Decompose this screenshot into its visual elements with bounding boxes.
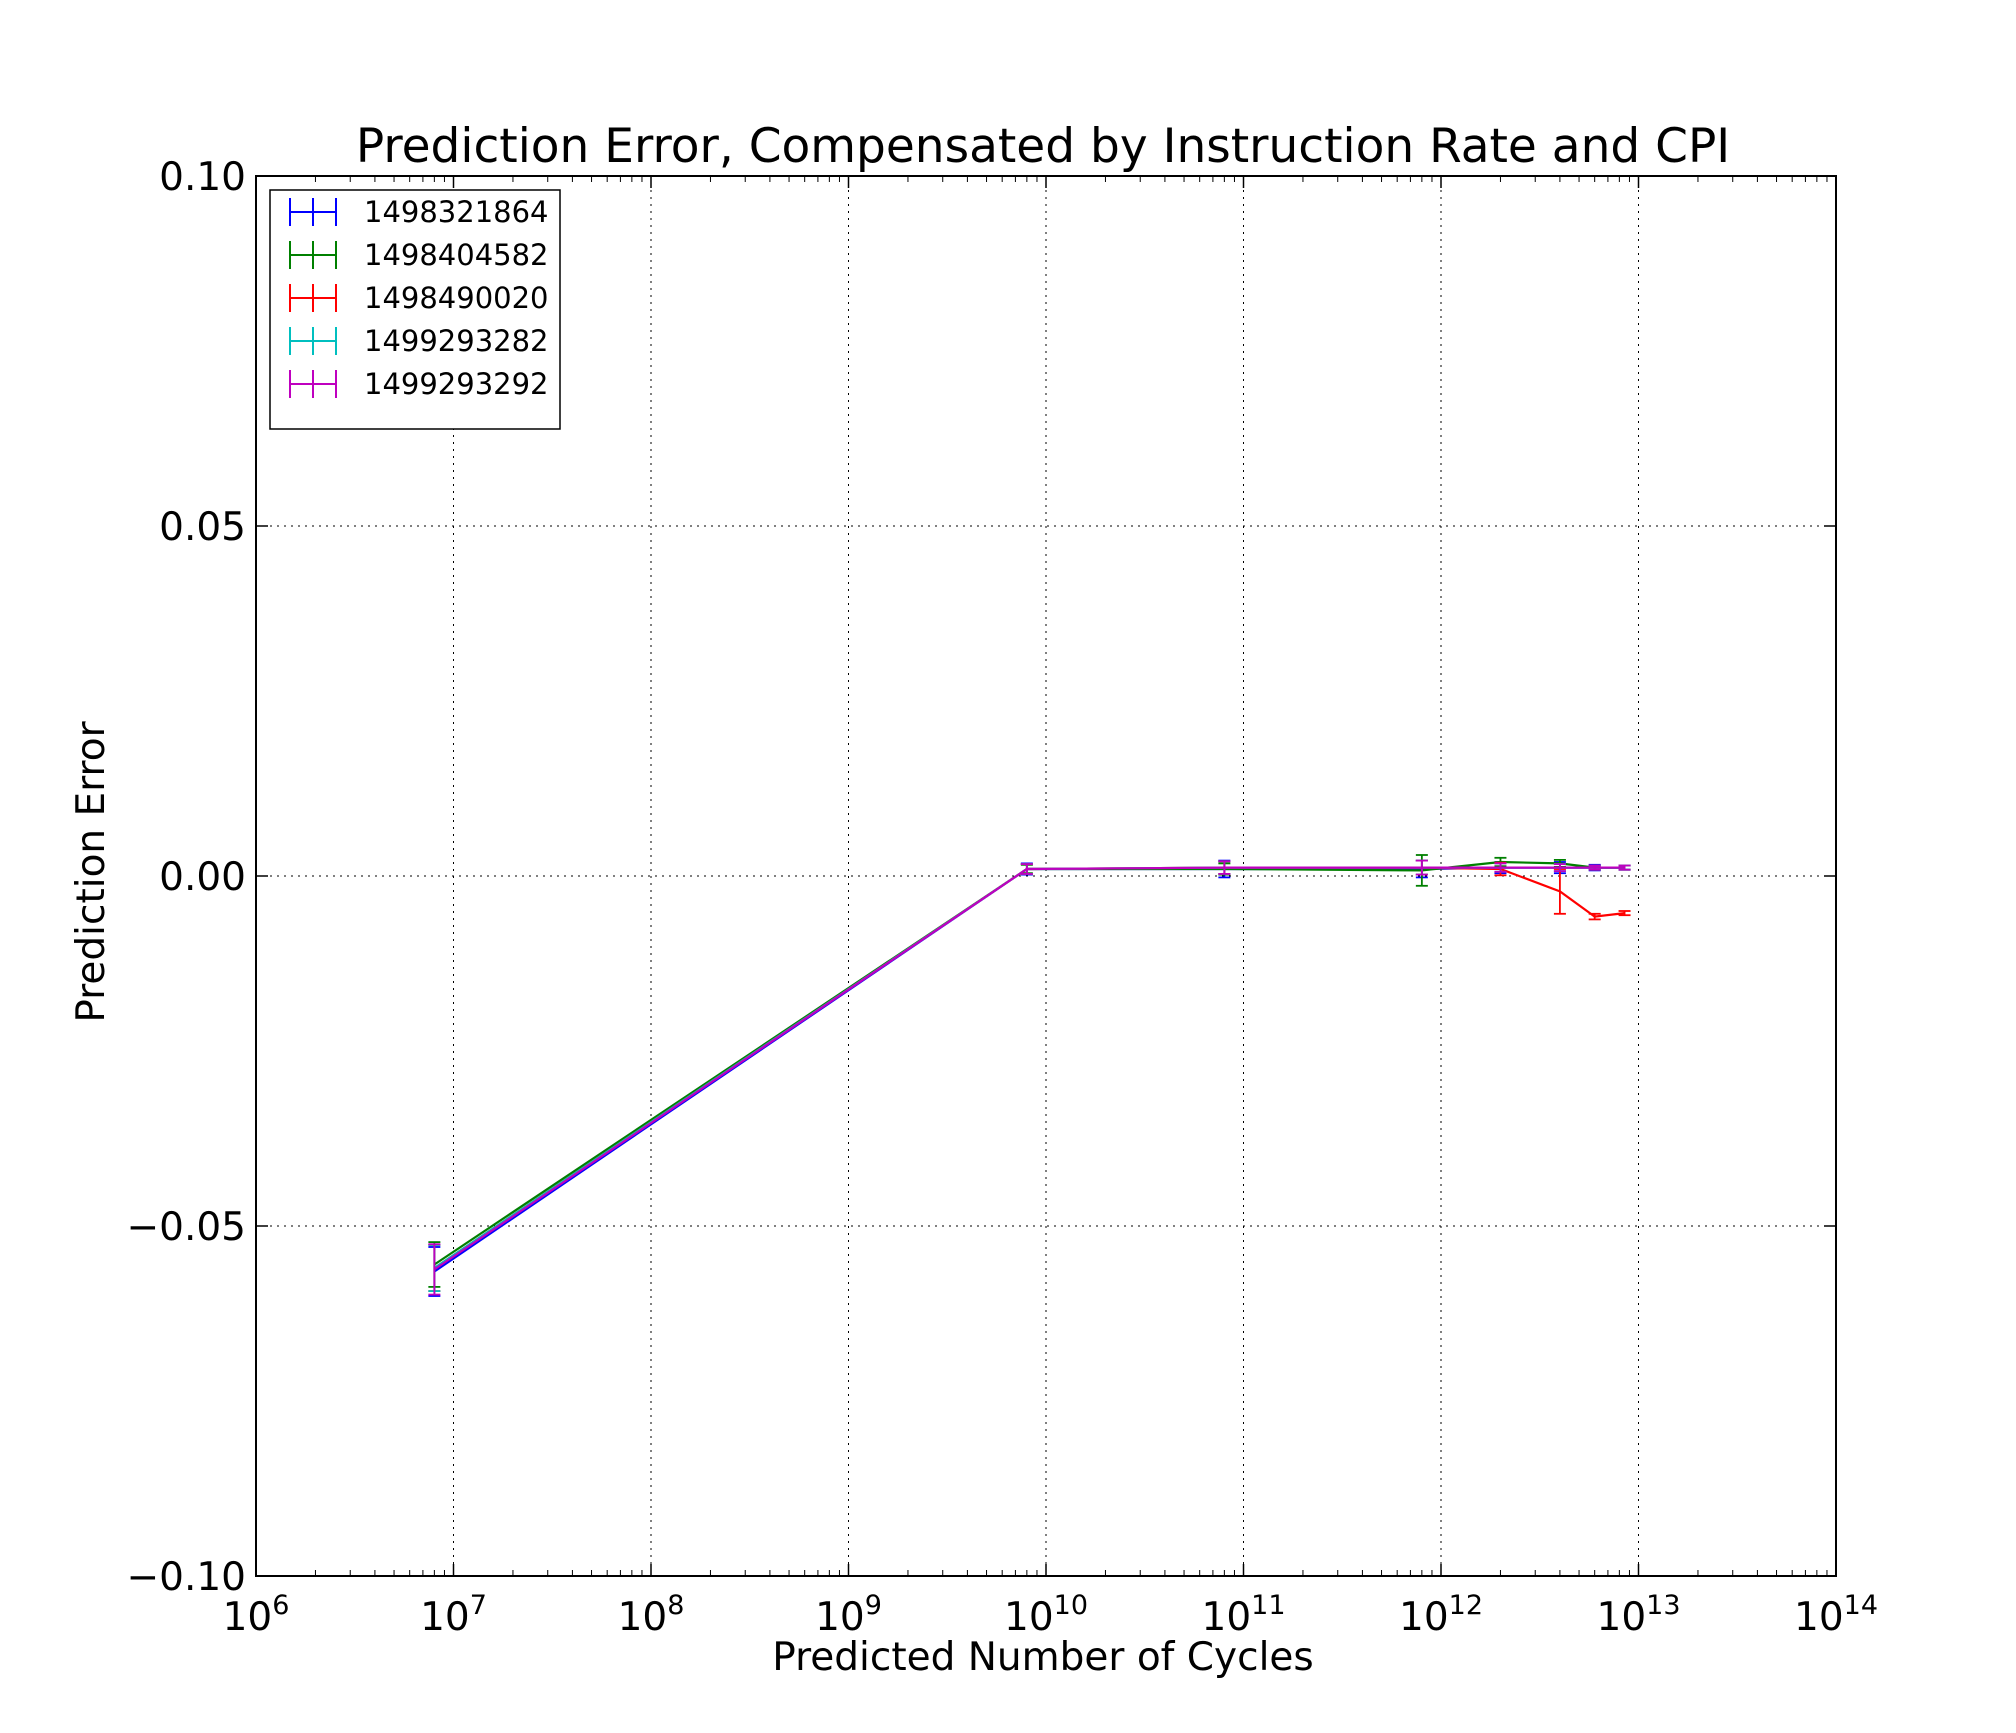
x-tick-label-exponent: 8 xyxy=(667,1590,684,1621)
legend-entry: 1499293292 xyxy=(289,367,549,401)
y-tick-label: −0.05 xyxy=(126,1205,246,1250)
legend-entry: 1498490020 xyxy=(289,281,549,315)
legend-entry: 1498404582 xyxy=(289,238,549,272)
series-line xyxy=(433,866,1625,1271)
legend-label: 1499293282 xyxy=(364,324,549,358)
x-axis-label: Predicted Number of Cycles xyxy=(772,1635,1313,1680)
legend-box xyxy=(269,189,561,430)
x-tick-label-base: 10 xyxy=(223,1595,273,1640)
y-tick-label: 0.00 xyxy=(159,855,246,900)
y-tick-label: 0.05 xyxy=(159,505,246,550)
x-tick-label: 107 xyxy=(420,1590,487,1640)
x-tick-label: 109 xyxy=(815,1590,882,1640)
x-tick-label-base: 10 xyxy=(1794,1595,1844,1640)
series-1499293292 xyxy=(428,859,1631,1296)
legend: 1498321864 1498404582 1498490020 1499293282… xyxy=(269,189,561,430)
x-tick-label: 1010 xyxy=(1004,1590,1088,1640)
x-tick-label-base: 10 xyxy=(1004,1595,1054,1640)
x-tick-label-base: 10 xyxy=(815,1595,865,1640)
x-tick-label-base: 10 xyxy=(420,1595,470,1640)
x-tick-label-exponent: 14 xyxy=(1844,1590,1878,1621)
x-tick-label-base: 10 xyxy=(1597,1595,1647,1640)
y-tick-label: −0.10 xyxy=(126,1555,246,1600)
x-tick-label-base: 10 xyxy=(1399,1595,1449,1640)
x-tick-label: 106 xyxy=(223,1590,290,1640)
legend-entry: 1498321864 xyxy=(289,195,549,229)
x-tick-label: 1012 xyxy=(1399,1590,1483,1640)
x-tick-label-exponent: 9 xyxy=(865,1590,882,1621)
y-axis-label: Prediction Error xyxy=(69,720,114,1022)
series-line xyxy=(433,866,1625,1269)
series-line xyxy=(433,866,1625,1273)
series-1498321864 xyxy=(428,859,1631,1297)
x-tick-label-exponent: 7 xyxy=(470,1590,487,1621)
x-tick-label-exponent: 12 xyxy=(1449,1590,1483,1621)
legend-label: 1498321864 xyxy=(364,195,549,229)
series-line xyxy=(433,860,1625,1266)
series-1498490020 xyxy=(428,859,1631,1292)
legend-label: 1498404582 xyxy=(364,238,549,272)
y-tick-label: 0.10 xyxy=(159,155,246,200)
x-tick-label: 1013 xyxy=(1597,1590,1681,1640)
x-tick-label: 1011 xyxy=(1202,1590,1286,1640)
x-tick-label-base: 10 xyxy=(618,1595,668,1640)
x-tick-label-base: 10 xyxy=(1202,1595,1252,1640)
legend-label: 1499293292 xyxy=(364,367,549,401)
series-layer xyxy=(428,854,1631,1297)
legend-label: 1498490020 xyxy=(364,281,549,315)
x-tick-label-exponent: 6 xyxy=(272,1590,289,1621)
series-1499293282 xyxy=(428,859,1631,1292)
series-1498404582 xyxy=(428,854,1631,1288)
series-line xyxy=(433,866,1625,1269)
axis-ticks: 106 107 108 109 1010 1011 1012 1013 10140.100.05… xyxy=(126,155,1878,1640)
chart-title: Prediction Error, Compensated by Instruc… xyxy=(356,119,1730,174)
x-tick-label: 1014 xyxy=(1794,1590,1878,1640)
x-tick-label: 108 xyxy=(618,1590,685,1640)
x-tick-label-exponent: 11 xyxy=(1251,1590,1285,1621)
x-tick-label-exponent: 13 xyxy=(1646,1590,1680,1621)
x-tick-label-exponent: 10 xyxy=(1054,1590,1088,1621)
legend-entry: 1499293282 xyxy=(289,324,549,358)
